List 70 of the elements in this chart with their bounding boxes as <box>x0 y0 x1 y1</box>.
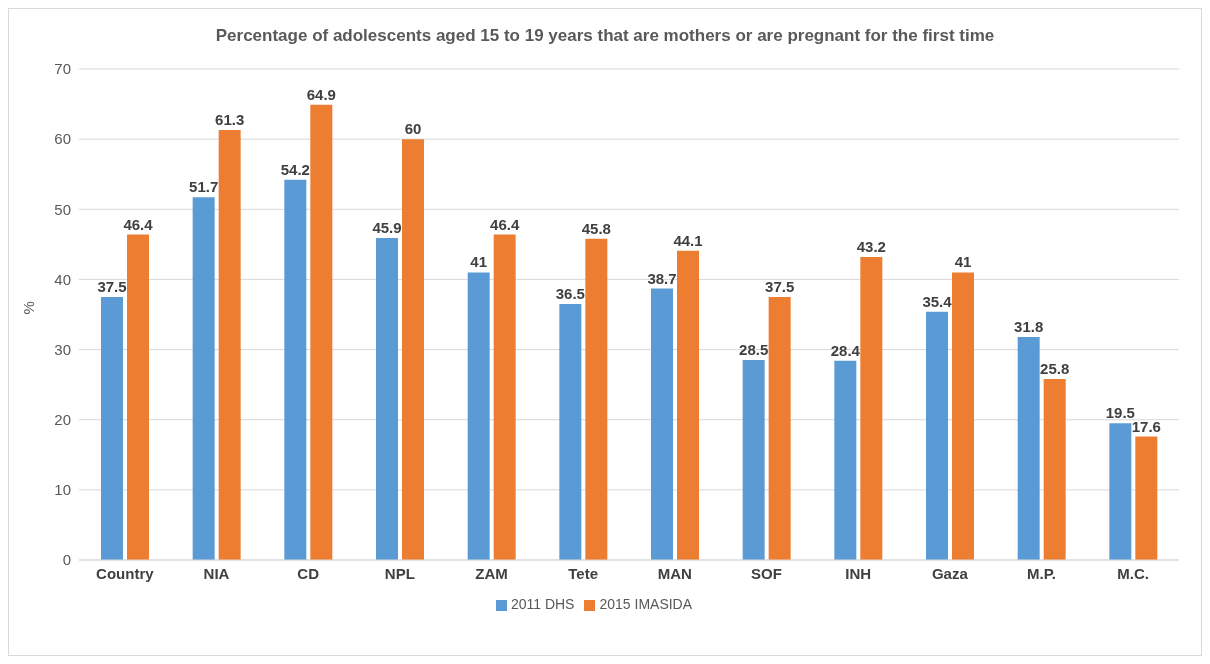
x-tick-label: Tete <box>568 564 599 582</box>
data-label: 41 <box>954 253 972 271</box>
legend-label: 2015 IMASIDA <box>599 596 693 612</box>
bar <box>834 360 857 560</box>
y-tick-label: 20 <box>54 411 71 429</box>
y-tick-label: 50 <box>54 200 71 218</box>
data-label: 36.5 <box>555 284 585 302</box>
x-tick-label: SOF <box>751 564 782 582</box>
y-tick-label: 40 <box>54 270 71 288</box>
x-tick-label: NPL <box>384 564 415 582</box>
legend-label: 2011 DHS <box>510 596 575 612</box>
x-tick-label: CD <box>297 564 320 582</box>
bar <box>218 130 241 560</box>
bar <box>585 238 608 560</box>
data-label: 25.8 <box>1040 360 1070 378</box>
x-tick-label: M.P. <box>1027 564 1056 582</box>
data-label: 60 <box>404 120 422 138</box>
bar <box>926 311 948 560</box>
data-label: 54.2 <box>280 160 310 178</box>
data-label: 64.9 <box>306 85 336 103</box>
x-tick-label: ZAM <box>475 564 508 582</box>
data-label: 45.8 <box>581 219 611 237</box>
data-label: 45.9 <box>372 219 402 237</box>
y-tick-label: 60 <box>54 130 71 148</box>
x-tick-label: MAN <box>657 564 692 582</box>
bar <box>402 139 424 560</box>
bar <box>376 238 398 560</box>
chart-title: Percentage of adolescents aged 15 to 19 years that are mothers or are pregnant for the first time <box>214 25 996 47</box>
x-tick-label: INH <box>845 564 872 582</box>
y-tick-label: 30 <box>54 340 71 358</box>
data-label: 43.2 <box>856 237 886 255</box>
data-label: 51.7 <box>189 178 219 196</box>
bar <box>493 234 516 560</box>
y-axis-title: % <box>20 301 38 315</box>
x-tick-label: NIA <box>203 564 230 582</box>
bar <box>651 288 673 560</box>
data-label: 46.4 <box>123 215 154 233</box>
data-label: 38.7 <box>647 269 677 287</box>
bar <box>559 303 582 560</box>
data-label: 31.8 <box>1014 317 1044 335</box>
data-label: 37.5 <box>765 277 795 295</box>
bar <box>127 234 149 560</box>
x-tick-label: Country <box>96 564 155 582</box>
data-label: 46.4 <box>490 215 520 233</box>
bar <box>952 272 974 560</box>
x-tick-label: Gaza <box>931 564 969 582</box>
bar <box>1109 423 1132 560</box>
y-tick-label: 10 <box>54 481 71 499</box>
data-label: 28.5 <box>739 341 769 359</box>
data-label: 37.5 <box>97 277 127 295</box>
bar <box>677 250 699 560</box>
bar <box>284 179 307 560</box>
bar <box>768 296 791 560</box>
bar <box>467 272 490 560</box>
bar <box>860 256 883 560</box>
y-tick-label: 70 <box>54 60 71 78</box>
data-label: 35.4 <box>922 292 953 310</box>
data-label: 61.3 <box>215 111 245 129</box>
bar <box>1043 379 1066 560</box>
data-label: 41 <box>470 253 488 271</box>
bar <box>101 296 123 560</box>
bar <box>310 104 333 560</box>
bar <box>1135 436 1158 560</box>
y-tick-label: 0 <box>62 551 71 569</box>
bar <box>742 360 765 560</box>
data-label: 44.1 <box>673 231 703 249</box>
bar <box>192 197 215 560</box>
data-label: 28.4 <box>830 341 861 359</box>
x-tick-label: M.C. <box>1117 564 1149 582</box>
bar <box>1017 336 1040 560</box>
